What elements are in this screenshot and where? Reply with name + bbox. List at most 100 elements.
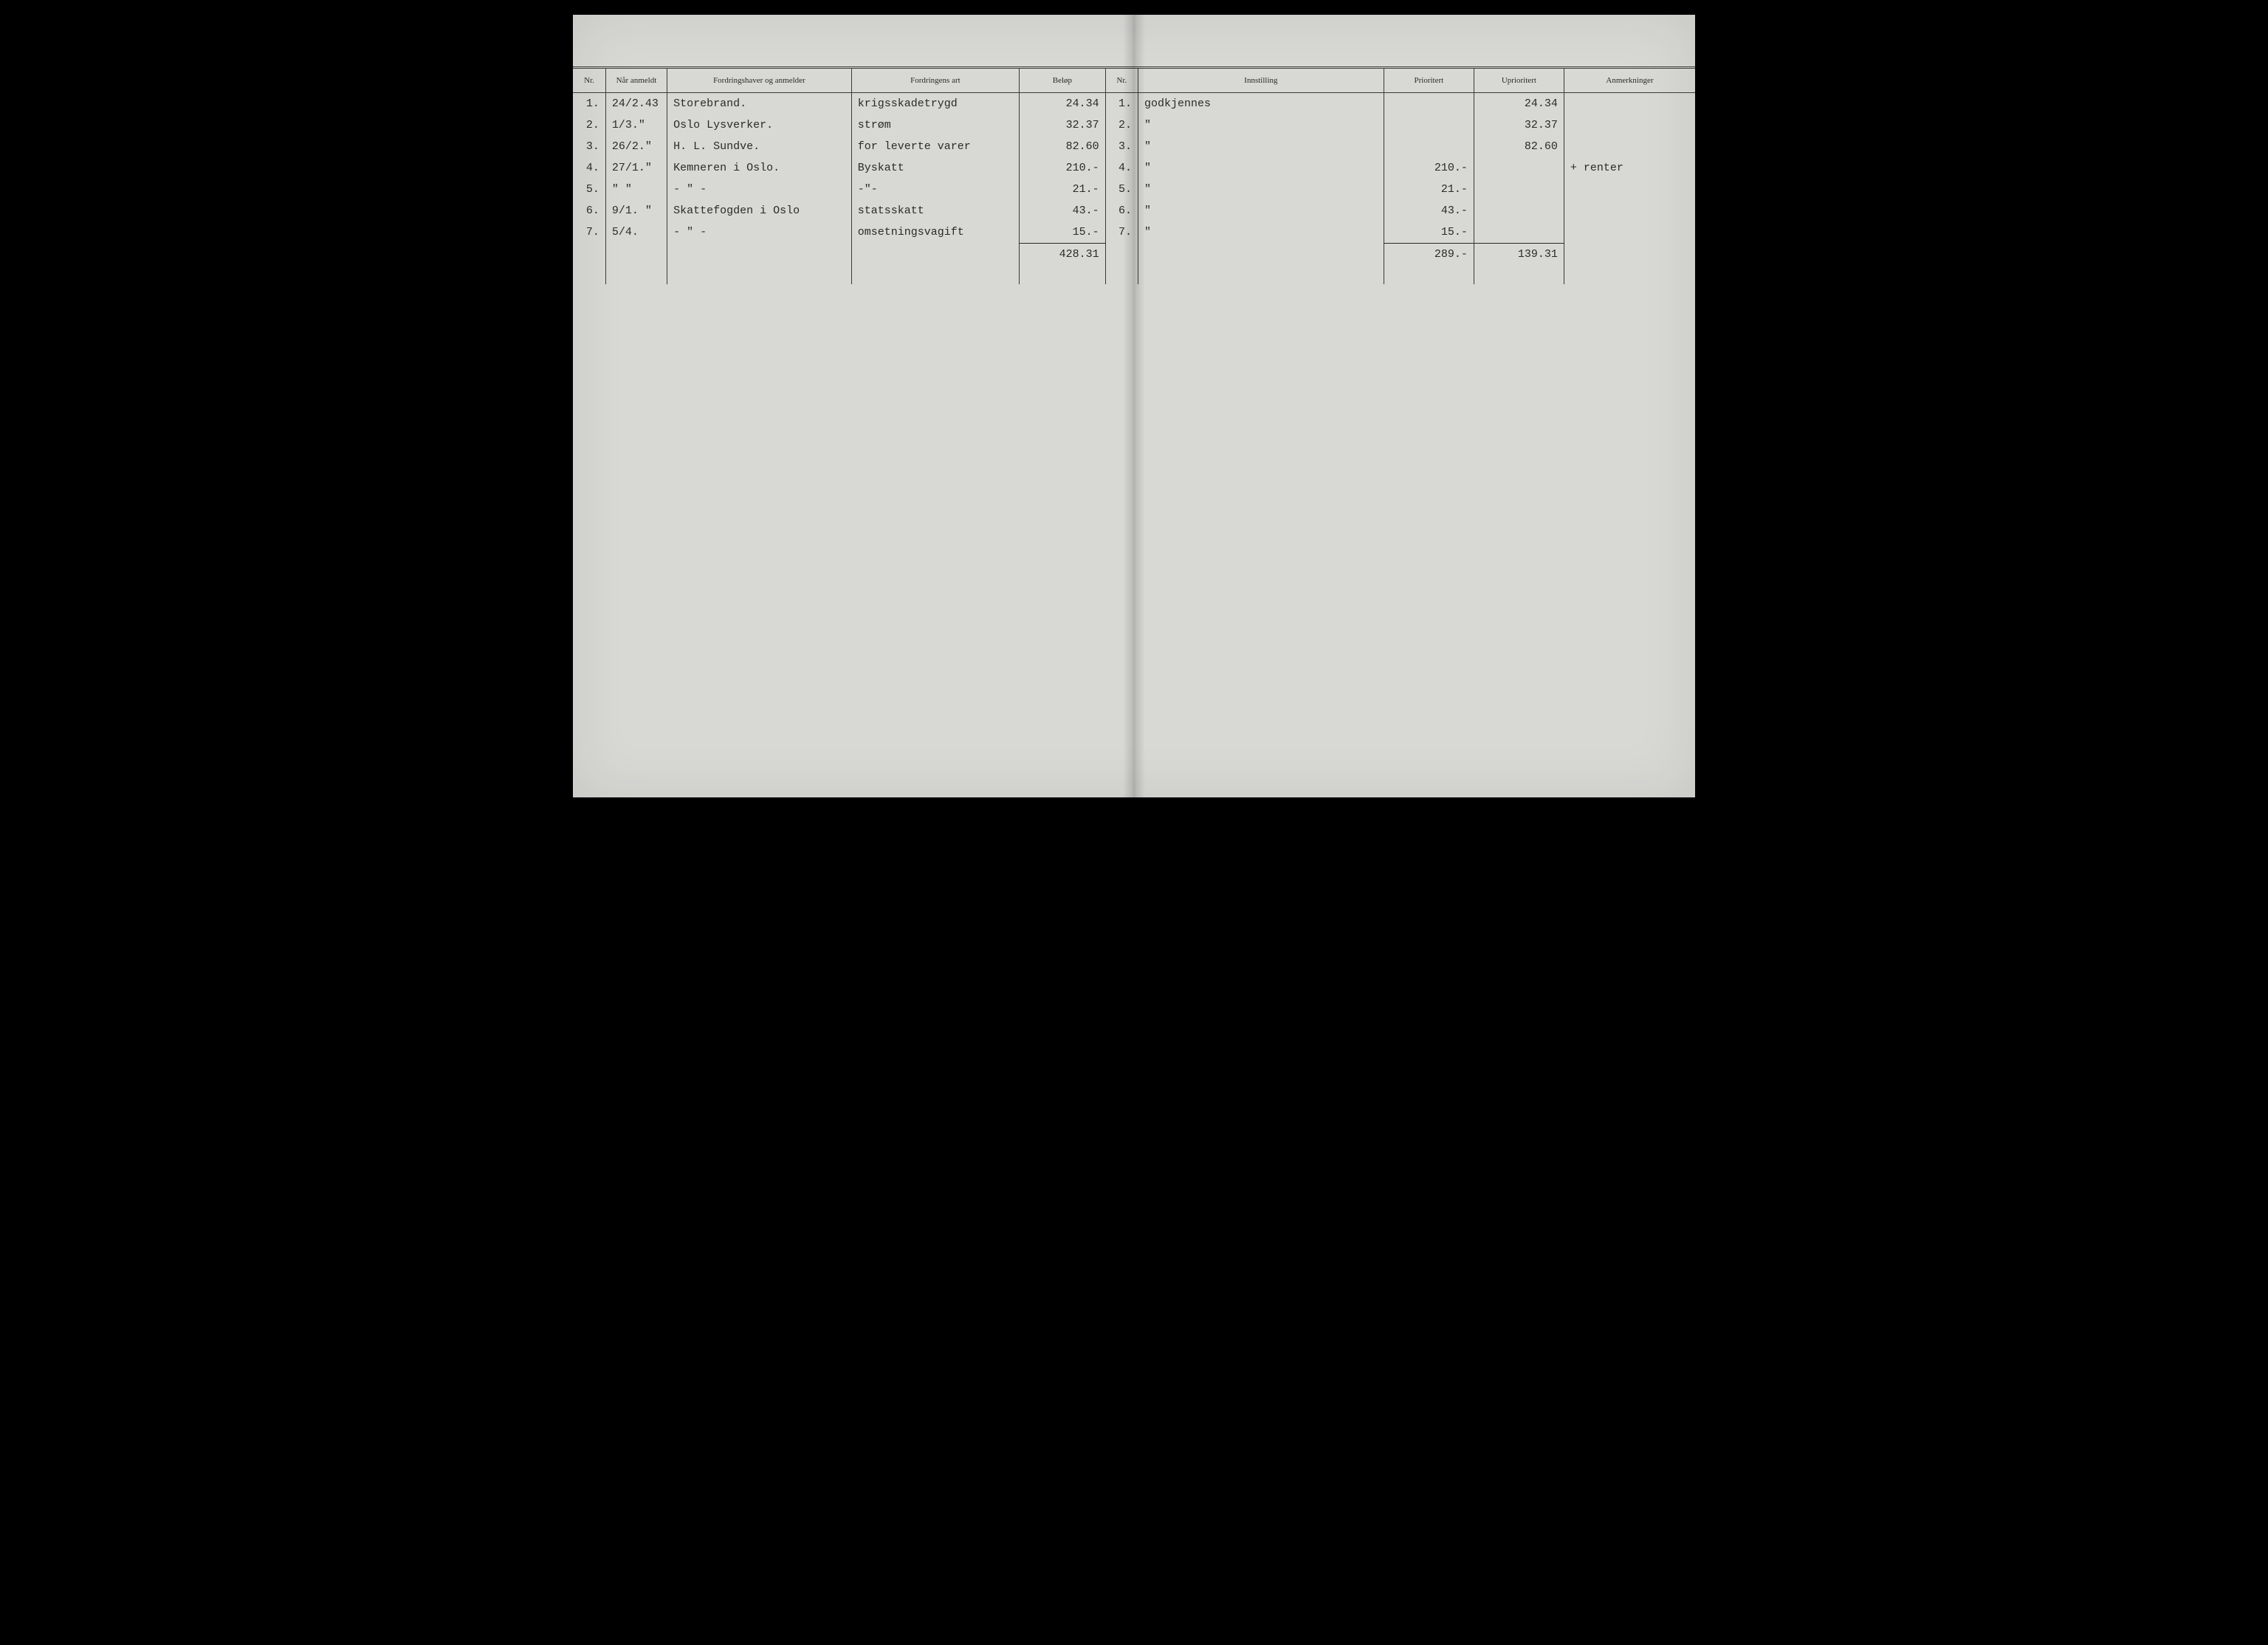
cell-innst: godkjennes — [1138, 93, 1384, 115]
cell-nr_r: 2. — [1105, 114, 1138, 136]
cell-haver: Storebrand. — [667, 93, 852, 115]
header-row: Nr. Når anmeldt Fordringshaver og anmeld… — [573, 68, 1695, 93]
totals-cell — [667, 244, 852, 266]
cell-nr_r: 3. — [1105, 136, 1138, 157]
table-row: 6.9/1. "Skattefogden i Oslostatsskatt43.… — [573, 200, 1695, 221]
totals-cell — [1138, 244, 1384, 266]
cell-anmeldt: 9/1. " — [605, 200, 667, 221]
cell-pri — [1384, 136, 1474, 157]
cell-nr_l: 4. — [573, 157, 605, 179]
col-belop: Beløp — [1020, 68, 1105, 93]
col-haver: Fordringshaver og anmelder — [667, 68, 852, 93]
cell-haver: - " - — [667, 221, 852, 244]
cell-innst: " — [1138, 200, 1384, 221]
cell-anm: + renter — [1564, 157, 1695, 179]
cell-belop: 21.- — [1020, 179, 1105, 200]
cell-pri — [1384, 114, 1474, 136]
cell-belop: 210.- — [1020, 157, 1105, 179]
cell-pri: 43.- — [1384, 200, 1474, 221]
cell-belop: 15.- — [1020, 221, 1105, 244]
cell-nr_r: 5. — [1105, 179, 1138, 200]
cell-belop: 43.- — [1020, 200, 1105, 221]
cell-anmeldt: 26/2." — [605, 136, 667, 157]
cell-anm — [1564, 179, 1695, 200]
cell-upr: 24.34 — [1474, 93, 1564, 115]
cell-art: -"- — [851, 179, 1019, 200]
cell-art: strøm — [851, 114, 1019, 136]
totals-cell: 428.31 — [1020, 244, 1105, 266]
cell-anmeldt: 5/4. — [605, 221, 667, 244]
cell-anmeldt: " " — [605, 179, 667, 200]
col-innstilling: Innstilling — [1138, 68, 1384, 93]
cell-haver: Oslo Lysverker. — [667, 114, 852, 136]
cell-nr_r: 7. — [1105, 221, 1138, 244]
cell-innst: " — [1138, 221, 1384, 244]
totals-cell — [605, 244, 667, 266]
cell-innst: " — [1138, 114, 1384, 136]
cell-nr_l: 6. — [573, 200, 605, 221]
cell-belop: 32.37 — [1020, 114, 1105, 136]
cell-nr_r: 1. — [1105, 93, 1138, 115]
totals-cell — [1105, 244, 1138, 266]
cell-nr_l: 5. — [573, 179, 605, 200]
cell-belop: 24.34 — [1020, 93, 1105, 115]
cell-anmeldt: 1/3." — [605, 114, 667, 136]
cell-haver: Kemneren i Oslo. — [667, 157, 852, 179]
cell-anm — [1564, 93, 1695, 115]
col-prioritert: Prioritert — [1384, 68, 1474, 93]
cell-haver: H. L. Sundve. — [667, 136, 852, 157]
totals-cell — [573, 244, 605, 266]
cell-anm — [1564, 200, 1695, 221]
cell-nr_r: 4. — [1105, 157, 1138, 179]
col-uprioritert: Uprioritert — [1474, 68, 1564, 93]
cell-upr — [1474, 221, 1564, 244]
totals-cell: 289.- — [1384, 244, 1474, 266]
cell-art: for leverte varer — [851, 136, 1019, 157]
cell-pri: 15.- — [1384, 221, 1474, 244]
cell-haver: Skattefogden i Oslo — [667, 200, 852, 221]
totals-cell: 139.31 — [1474, 244, 1564, 266]
cell-anm — [1564, 136, 1695, 157]
cell-upr: 32.37 — [1474, 114, 1564, 136]
cell-nr_l: 3. — [573, 136, 605, 157]
col-anmeldt: Når anmeldt — [605, 68, 667, 93]
cell-pri — [1384, 93, 1474, 115]
cell-upr — [1474, 200, 1564, 221]
cell-anmeldt: 24/2.43 — [605, 93, 667, 115]
cell-pri: 210.- — [1384, 157, 1474, 179]
cell-art: statsskatt — [851, 200, 1019, 221]
cell-pri: 21.- — [1384, 179, 1474, 200]
cell-nr_l: 1. — [573, 93, 605, 115]
cell-upr: 82.60 — [1474, 136, 1564, 157]
cell-belop: 82.60 — [1020, 136, 1105, 157]
cell-haver: - " - — [667, 179, 852, 200]
col-anmerkninger: Anmerkninger — [1564, 68, 1695, 93]
totals-cell — [1564, 244, 1695, 266]
cell-upr — [1474, 157, 1564, 179]
cell-anm — [1564, 221, 1695, 244]
ledger-page: Nr. Når anmeldt Fordringshaver og anmeld… — [573, 15, 1695, 797]
col-nr-right: Nr. — [1105, 68, 1138, 93]
col-art: Fordringens art — [851, 68, 1019, 93]
ledger-body: 1.24/2.43Storebrand.krigsskadetrygd24.34… — [573, 93, 1695, 285]
cell-art: Byskatt — [851, 157, 1019, 179]
table-row: 1.24/2.43Storebrand.krigsskadetrygd24.34… — [573, 93, 1695, 115]
cell-upr — [1474, 179, 1564, 200]
totals-cell — [851, 244, 1019, 266]
table-row: 7.5/4.- " -omsetningsvagift15.-7."15.- — [573, 221, 1695, 244]
cell-innst: " — [1138, 157, 1384, 179]
col-nr-left: Nr. — [573, 68, 605, 93]
cell-anmeldt: 27/1." — [605, 157, 667, 179]
table-row: 3.26/2."H. L. Sundve.for leverte varer82… — [573, 136, 1695, 157]
totals-row: 428.31 289.-139.31 — [573, 244, 1695, 266]
cell-nr_r: 6. — [1105, 200, 1138, 221]
table-row: 2.1/3."Oslo Lysverker.strøm32.372."32.37 — [573, 114, 1695, 136]
cell-nr_l: 7. — [573, 221, 605, 244]
cell-innst: " — [1138, 136, 1384, 157]
table-row: 4.27/1."Kemneren i Oslo.Byskatt210.-4."2… — [573, 157, 1695, 179]
filler-row — [573, 265, 1695, 284]
cell-art: omsetningsvagift — [851, 221, 1019, 244]
cell-innst: " — [1138, 179, 1384, 200]
cell-anm — [1564, 114, 1695, 136]
cell-art: krigsskadetrygd — [851, 93, 1019, 115]
